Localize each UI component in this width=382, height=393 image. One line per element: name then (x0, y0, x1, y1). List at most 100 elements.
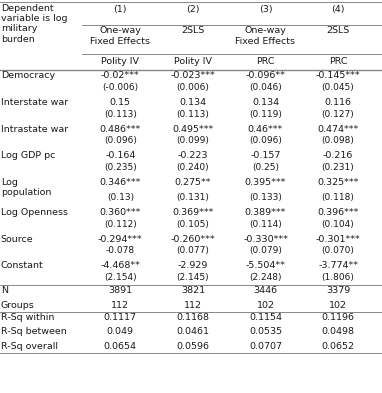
Text: (0.104): (0.104) (322, 220, 354, 229)
Text: -0.301***: -0.301*** (316, 235, 361, 244)
Text: Log GDP pc: Log GDP pc (1, 151, 55, 160)
Text: 0.15: 0.15 (110, 98, 131, 107)
Text: (0.099): (0.099) (176, 136, 209, 145)
Text: (0.133): (0.133) (249, 193, 282, 202)
Text: One-way
Fixed Effects: One-way Fixed Effects (235, 26, 296, 46)
Text: (0.105): (0.105) (176, 220, 209, 229)
Text: Log Openness: Log Openness (1, 208, 68, 217)
Text: Dependent
variable is log
military
burden: Dependent variable is log military burde… (1, 4, 67, 44)
Text: -0.330***: -0.330*** (243, 235, 288, 244)
Text: (-0.006): (-0.006) (102, 83, 138, 92)
Text: (0.079): (0.079) (249, 246, 282, 255)
Text: (0.046): (0.046) (249, 83, 282, 92)
Text: (0.112): (0.112) (104, 220, 137, 229)
Text: 0.116: 0.116 (325, 98, 351, 107)
Text: 0.1117: 0.1117 (104, 313, 137, 322)
Text: 112: 112 (184, 301, 202, 310)
Text: 0.486***: 0.486*** (100, 125, 141, 134)
Text: (0.119): (0.119) (249, 110, 282, 119)
Text: (2): (2) (186, 5, 200, 14)
Text: -0.216: -0.216 (323, 151, 353, 160)
Text: PRC: PRC (256, 57, 275, 66)
Text: 0.369***: 0.369*** (172, 208, 214, 217)
Text: (0.113): (0.113) (104, 110, 137, 119)
Text: Polity IV: Polity IV (101, 57, 139, 66)
Text: PRC: PRC (329, 57, 347, 66)
Text: -4.468**: -4.468** (100, 261, 140, 270)
Text: (0.098): (0.098) (322, 136, 354, 145)
Text: (0.131): (0.131) (176, 193, 209, 202)
Text: (2.154): (2.154) (104, 273, 137, 282)
Text: (0.045): (0.045) (322, 83, 354, 92)
Text: 0.396***: 0.396*** (317, 208, 359, 217)
Text: -0.02***: -0.02*** (101, 71, 140, 80)
Text: 0.049: 0.049 (107, 327, 134, 336)
Text: Constant: Constant (1, 261, 44, 270)
Text: (0.235): (0.235) (104, 163, 137, 172)
Text: (0.096): (0.096) (249, 136, 282, 145)
Text: Interstate war: Interstate war (1, 98, 68, 107)
Text: (0.113): (0.113) (176, 110, 209, 119)
Text: -0.157: -0.157 (250, 151, 281, 160)
Text: -5.504**: -5.504** (246, 261, 285, 270)
Text: 3821: 3821 (181, 286, 205, 296)
Text: N: N (1, 286, 8, 296)
Text: (4): (4) (331, 5, 345, 14)
Text: -0.023***: -0.023*** (170, 71, 215, 80)
Text: One-way
Fixed Effects: One-way Fixed Effects (90, 26, 151, 46)
Text: 2SLS: 2SLS (327, 26, 350, 35)
Text: 0.1154: 0.1154 (249, 313, 282, 322)
Text: 102: 102 (256, 301, 275, 310)
Text: -0.145***: -0.145*** (316, 71, 360, 80)
Text: -0.223: -0.223 (178, 151, 208, 160)
Text: 3379: 3379 (326, 286, 350, 296)
Text: 0.1168: 0.1168 (176, 313, 209, 322)
Text: 0.360***: 0.360*** (100, 208, 141, 217)
Text: (2.145): (2.145) (176, 273, 209, 282)
Text: 0.0707: 0.0707 (249, 342, 282, 351)
Text: (0.118): (0.118) (322, 193, 354, 202)
Text: -0.096**: -0.096** (246, 71, 285, 80)
Text: Democracy: Democracy (1, 71, 55, 80)
Text: -0.078: -0.078 (106, 246, 135, 255)
Text: 0.0652: 0.0652 (322, 342, 354, 351)
Text: 0.0461: 0.0461 (176, 327, 209, 336)
Text: 0.275**: 0.275** (175, 178, 211, 187)
Text: 0.0498: 0.0498 (322, 327, 354, 336)
Text: (0.077): (0.077) (176, 246, 209, 255)
Text: 0.46***: 0.46*** (248, 125, 283, 134)
Text: 0.134: 0.134 (179, 98, 207, 107)
Text: 0.474***: 0.474*** (317, 125, 359, 134)
Text: Groups: Groups (1, 301, 34, 310)
Text: (0.070): (0.070) (322, 246, 354, 255)
Text: (0.13): (0.13) (107, 193, 134, 202)
Text: Log
population: Log population (1, 178, 51, 197)
Text: -0.164: -0.164 (105, 151, 136, 160)
Text: -3.774**: -3.774** (318, 261, 358, 270)
Text: 3891: 3891 (108, 286, 133, 296)
Text: (0.114): (0.114) (249, 220, 282, 229)
Text: R-Sq within: R-Sq within (1, 313, 54, 322)
Text: -0.294***: -0.294*** (98, 235, 142, 244)
Text: (0.006): (0.006) (176, 83, 209, 92)
Text: 0.495***: 0.495*** (172, 125, 214, 134)
Text: 0.325***: 0.325*** (317, 178, 359, 187)
Text: 2SLS: 2SLS (181, 26, 204, 35)
Text: (3): (3) (259, 5, 272, 14)
Text: (2.248): (2.248) (249, 273, 282, 282)
Text: (0.096): (0.096) (104, 136, 137, 145)
Text: (0.25): (0.25) (252, 163, 279, 172)
Text: Polity IV: Polity IV (174, 57, 212, 66)
Text: 112: 112 (111, 301, 129, 310)
Text: (1.806): (1.806) (322, 273, 354, 282)
Text: Intrastate war: Intrastate war (1, 125, 68, 134)
Text: 0.389***: 0.389*** (245, 208, 286, 217)
Text: 0.134: 0.134 (252, 98, 279, 107)
Text: 102: 102 (329, 301, 347, 310)
Text: (0.231): (0.231) (322, 163, 354, 172)
Text: 0.1196: 0.1196 (322, 313, 354, 322)
Text: 0.346***: 0.346*** (100, 178, 141, 187)
Text: -2.929: -2.929 (178, 261, 208, 270)
Text: 0.0654: 0.0654 (104, 342, 137, 351)
Text: -0.260***: -0.260*** (171, 235, 215, 244)
